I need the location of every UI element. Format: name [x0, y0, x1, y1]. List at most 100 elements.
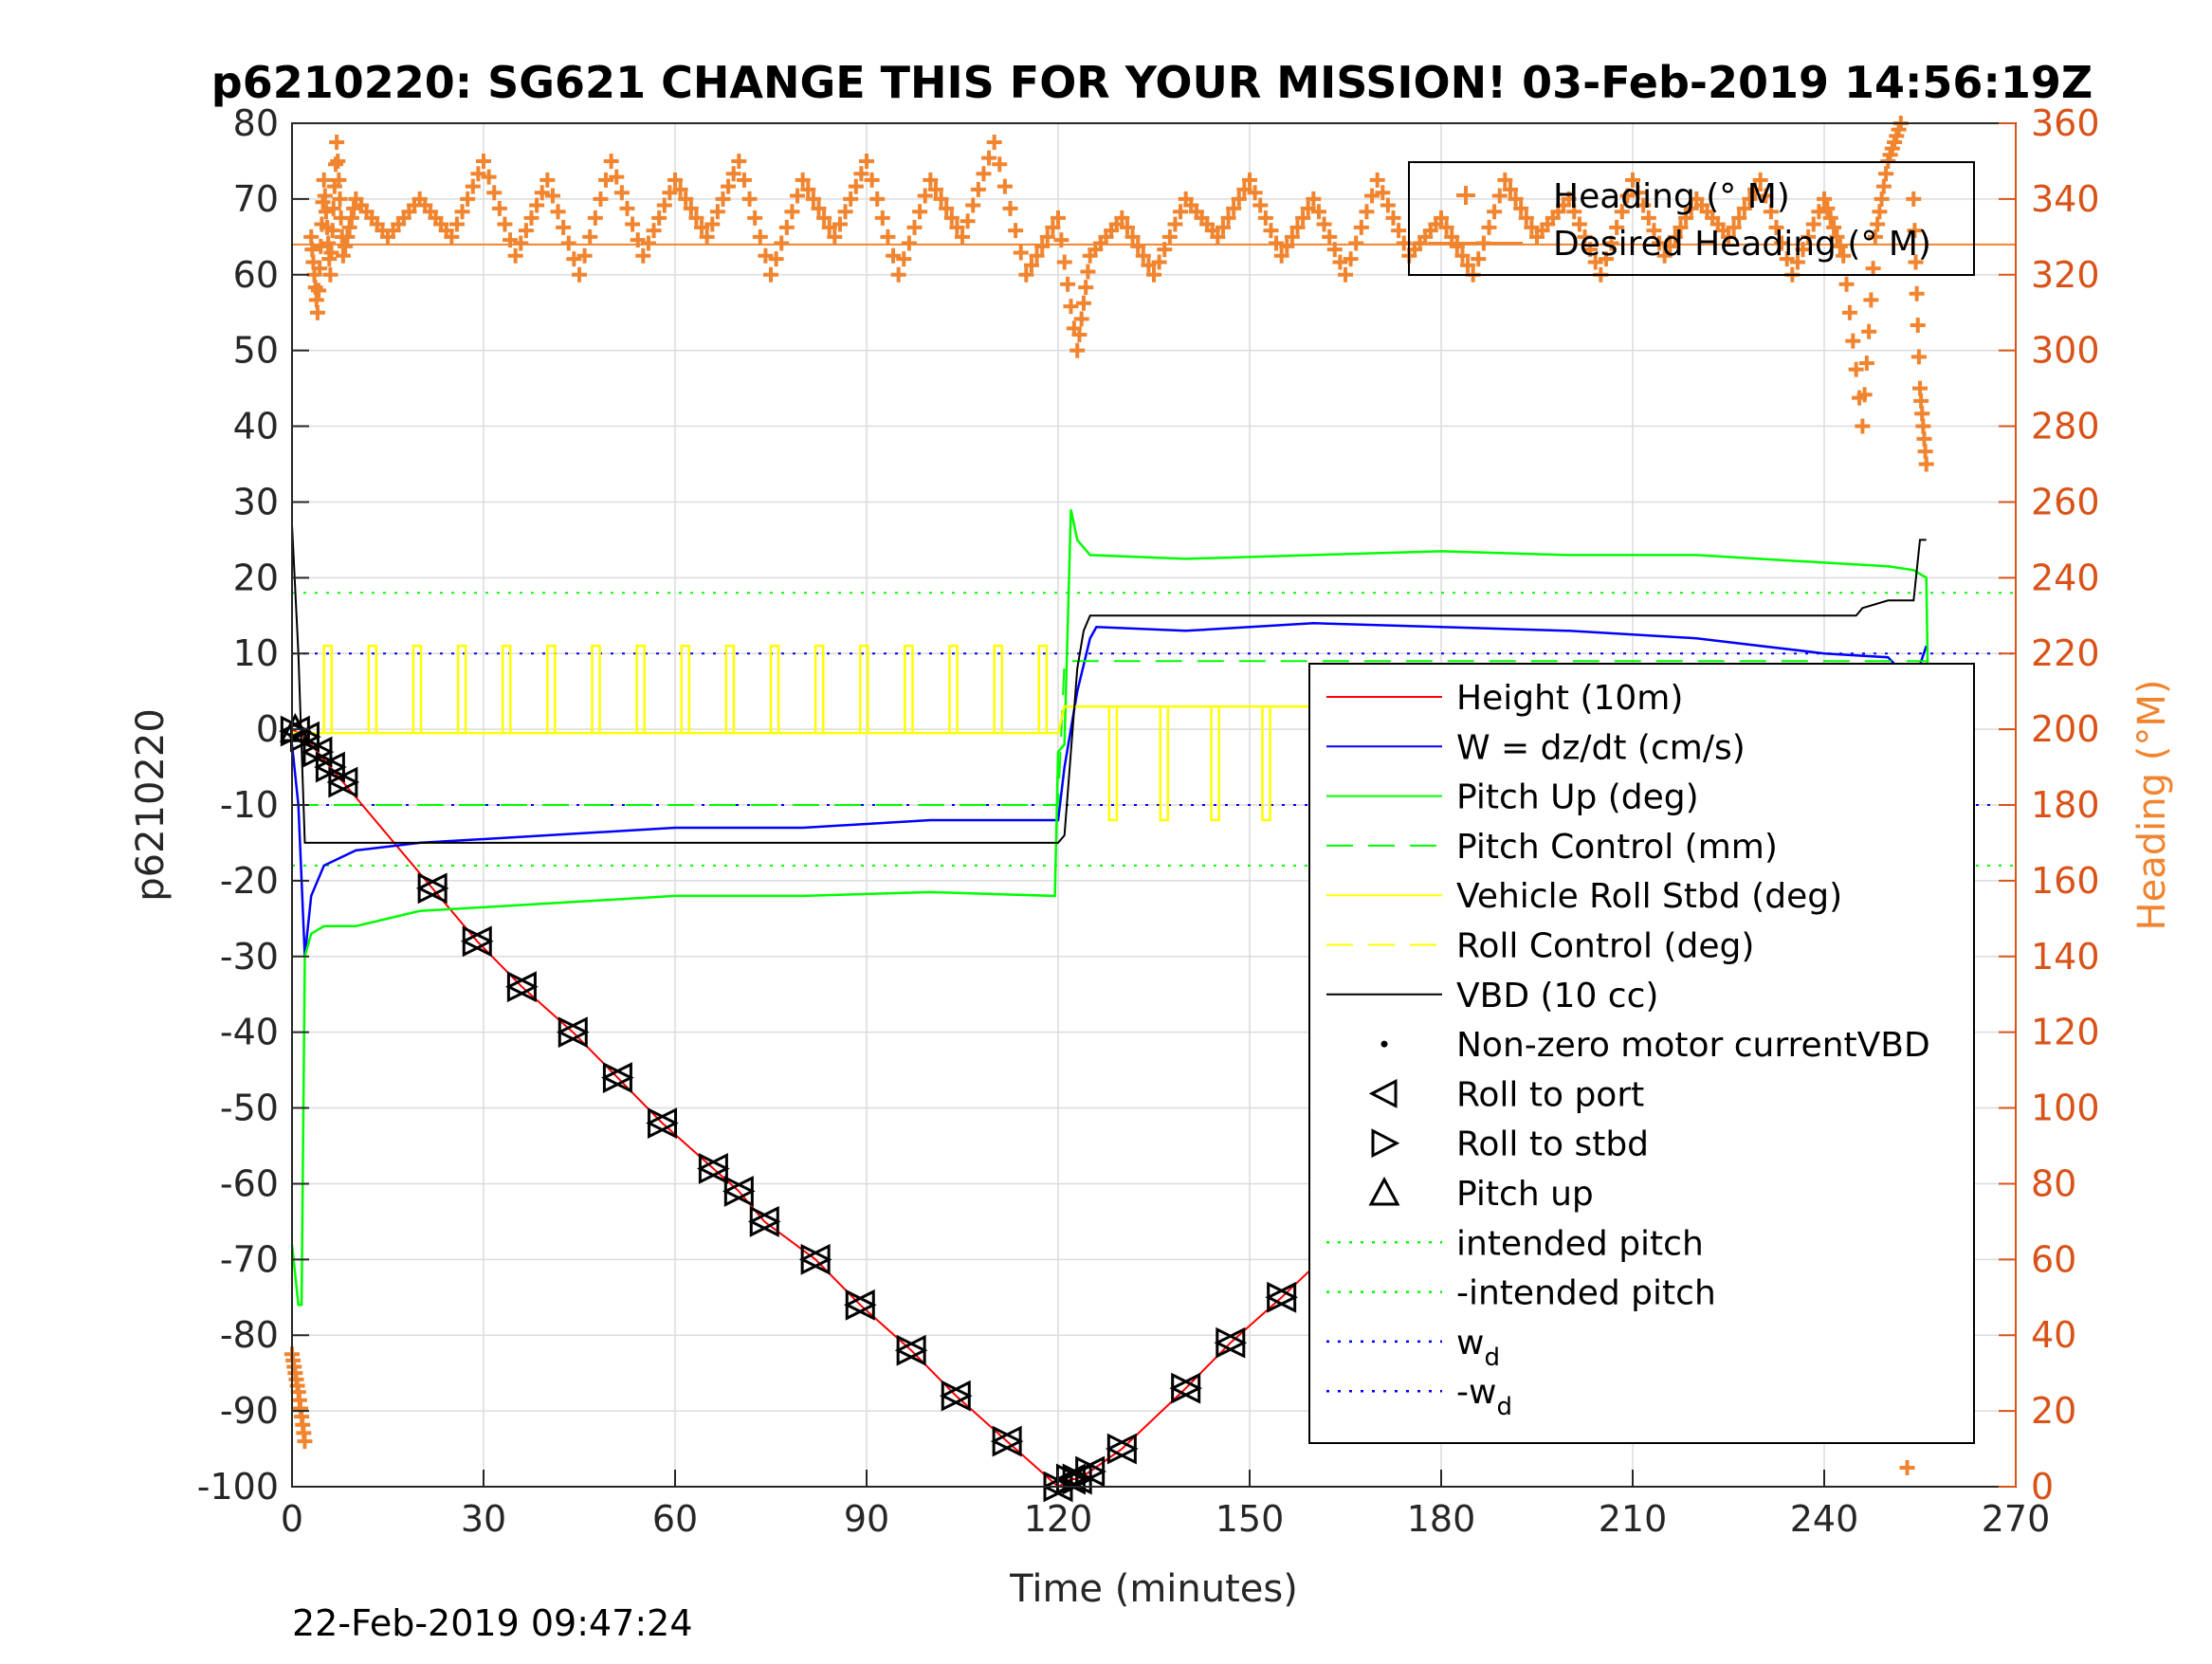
heading-point-interp	[1614, 204, 1630, 220]
roll-spike-up	[814, 644, 825, 734]
heading-point-interp	[486, 185, 503, 201]
heading-point-interp	[1141, 257, 1157, 273]
heading-point-interp	[1878, 166, 1894, 182]
heading-point-interp	[1173, 204, 1189, 220]
heading-point-interp	[587, 210, 603, 226]
heading-legend: Heading (° M) Desired Heading (° M)	[1408, 161, 1975, 276]
heading-point-interp	[1768, 219, 1784, 235]
heading-point-interp	[1715, 223, 1731, 239]
heading-point-interp	[1909, 285, 1925, 302]
y-tick-label-40: 40	[233, 406, 279, 448]
heading-point-interp	[1353, 219, 1369, 235]
y-tick-label--90: -90	[220, 1390, 279, 1432]
legend-label-vbd-10-cc: VBD (10 cc)	[1456, 977, 1658, 1015]
legend-label-pitch-up-deg: Pitch Up (deg)	[1456, 778, 1699, 817]
heading-point-interp	[1263, 223, 1279, 239]
heading-point-interp	[1805, 216, 1821, 232]
legend-label-roll-to-stbd: Roll to stbd	[1456, 1125, 1649, 1164]
x-axis-ticks: 0 30 60 90 120 150 180 210 240 270	[281, 1470, 2050, 1540]
heading-point-interp	[672, 181, 688, 197]
heading-point-interp	[678, 191, 694, 207]
heading-point-interp	[1908, 254, 1924, 270]
heading-point-interp	[843, 191, 859, 207]
heading-point-interp	[1636, 197, 1652, 213]
roll-spike-up	[501, 644, 512, 734]
heading-point-interp	[1571, 216, 1587, 232]
roll-spike-up	[367, 644, 378, 734]
main-legend-box	[1308, 663, 1975, 1444]
heading-point	[1836, 247, 1852, 264]
roll-to-stbd-marker	[800, 1243, 832, 1275]
heading-point-interp	[1910, 318, 1926, 334]
heading-point-interp	[1013, 245, 1029, 261]
heading-point-interp	[534, 185, 550, 201]
heading-point-interp	[1736, 200, 1752, 216]
heading-point	[731, 153, 747, 169]
roll-to-stbd-marker	[558, 1016, 590, 1049]
heading-point-interp	[1080, 264, 1096, 280]
x-axis-label: Time (minutes)	[1009, 1567, 1298, 1611]
y-tick-label-60: 60	[233, 254, 279, 296]
series-w-dz-dt-cm-s	[290, 622, 1928, 957]
heading-point-interp	[560, 235, 576, 251]
heading-point-interp	[317, 188, 333, 204]
heading-point-interp	[556, 219, 572, 235]
y-tick-label--70: -70	[220, 1238, 279, 1280]
roll-to-stbd-marker	[992, 1425, 1024, 1457]
heading-point-interp	[481, 169, 497, 185]
heading-point-interp	[970, 181, 986, 197]
legend-entry-8: Roll to port	[1368, 1075, 1644, 1114]
heading-point-interp	[1295, 210, 1311, 226]
y-right-tick-label-0: 0	[2031, 1466, 2054, 1508]
y-tick-label-10: 10	[233, 632, 279, 674]
legend-label-intended-pitch: -intended pitch	[1456, 1274, 1716, 1313]
y-right-tick-label-260: 260	[2031, 481, 2100, 522]
heading-point-interp	[609, 169, 625, 185]
heading-point-interp	[503, 232, 519, 248]
y-right-tick-label-280: 280	[2031, 406, 2100, 448]
heading-point	[316, 172, 332, 188]
heading-point-interp	[1454, 247, 1471, 264]
heading-point-interp	[832, 216, 848, 232]
y-tick-label--10: -10	[220, 784, 279, 826]
y-tick-label-80: 80	[233, 102, 279, 144]
footer-timestamp: 22-Feb-2019 09:47:24	[292, 1602, 693, 1644]
heading-point-interp	[1322, 229, 1338, 245]
legend-label-height-10m: Height (10m)	[1456, 679, 1683, 718]
y-right-tick-label-80: 80	[2031, 1162, 2076, 1204]
x-tick-label-90: 90	[844, 1498, 889, 1540]
heading-point-interp	[1917, 444, 1933, 460]
heading-point-interp	[1582, 242, 1599, 258]
legend-label-pitch-up: Pitch up	[1456, 1175, 1594, 1214]
legend-entry-2: Pitch Up (deg)	[1326, 778, 1699, 817]
heading-point-interp	[518, 223, 534, 239]
heading-point-interp	[325, 200, 341, 216]
y-right-tick-label-180: 180	[2031, 784, 2100, 826]
heading-point-interp	[1380, 197, 1396, 213]
legend-symbol-dot	[1380, 1040, 1388, 1048]
heading-point-interp	[901, 235, 917, 251]
heading-point-interp	[837, 204, 853, 220]
y-axis-right-ticks: 0 20 40 60 80 100 120 140 160 180 200 220 240 260 280 3…	[1999, 102, 2100, 1508]
heading-point-interp	[736, 172, 752, 188]
heading-point-interp	[1060, 276, 1076, 292]
legend-label-non-zero-motor-currentvbd: Non-zero motor currentVBD	[1456, 1026, 1930, 1065]
heading-point-interp	[1231, 191, 1247, 207]
roll-spike-up	[948, 644, 959, 734]
heading-point-interp	[1678, 210, 1694, 226]
heading-point-interp	[1630, 185, 1646, 201]
heading-point-interp	[688, 210, 704, 226]
heading-point-interp	[529, 197, 545, 213]
heading-point-interp	[1343, 251, 1359, 267]
heading-point-interp	[656, 197, 672, 213]
heading-point-interp	[1056, 254, 1072, 270]
legend-entry-5: Roll Control (deg)	[1326, 927, 1754, 966]
heading-point-interp	[582, 229, 598, 245]
heading-point-interp	[965, 197, 981, 213]
heading-point-interp	[1124, 229, 1141, 245]
heading-point-interp	[939, 200, 955, 216]
heading-point-interp	[721, 178, 737, 194]
heading-point-interp	[1524, 219, 1540, 235]
roll-spike-down	[1261, 706, 1271, 822]
heading-point-interp	[1428, 216, 1444, 232]
